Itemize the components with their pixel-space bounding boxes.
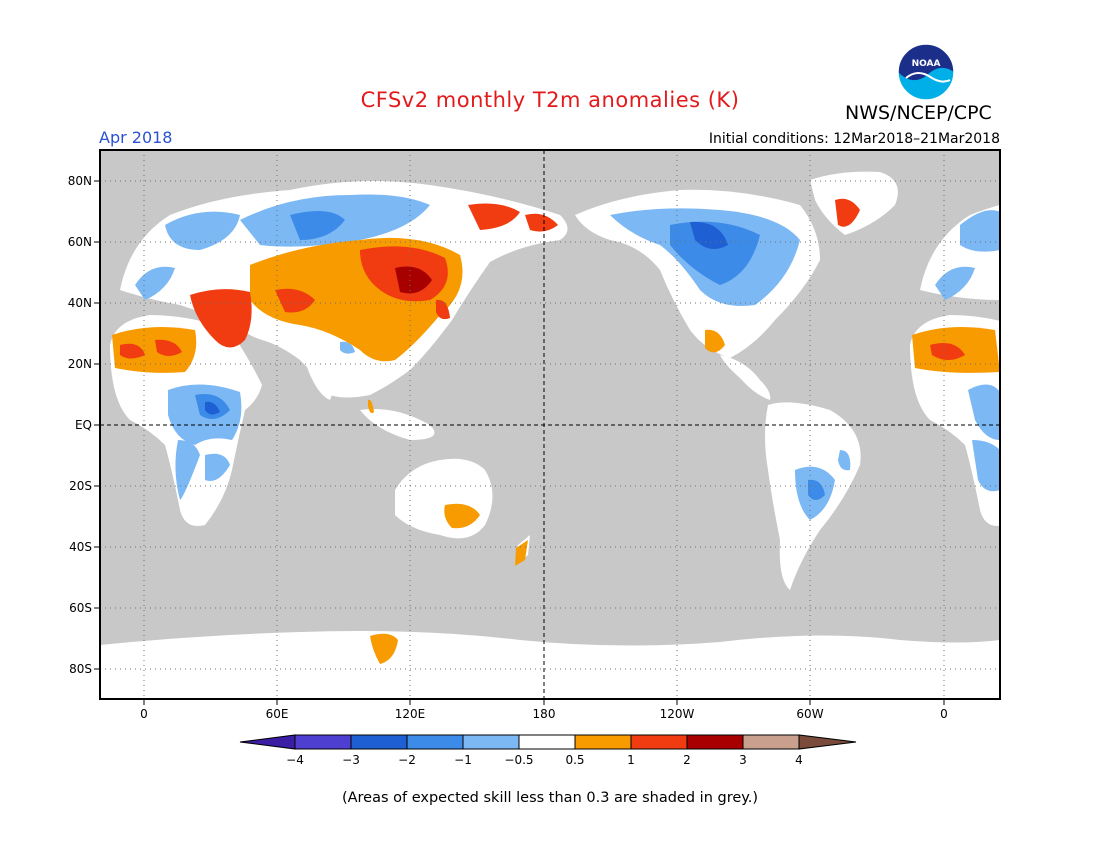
initial-conditions-label: Initial conditions: 12Mar2018–21Mar2018 bbox=[708, 131, 1000, 147]
lat-label: 40S bbox=[69, 540, 92, 554]
colorbar-segment bbox=[686, 734, 744, 750]
lon-label: 60E bbox=[266, 707, 289, 721]
valid-month-label: Apr 2018 bbox=[99, 128, 173, 147]
lat-label: 20N bbox=[68, 357, 92, 371]
lat-label: 60N bbox=[68, 235, 92, 249]
colorbar-segment bbox=[406, 734, 464, 750]
lon-label: 120W bbox=[660, 707, 695, 721]
colorbar-arrow-left bbox=[239, 734, 296, 750]
colorbar-arrow-right bbox=[798, 734, 857, 750]
colorbar-tick-label: −3 bbox=[342, 753, 360, 767]
logo-text: NOAA bbox=[912, 59, 941, 69]
map-title: CFSv2 monthly T2m anomalies (K) bbox=[360, 88, 740, 112]
lon-ticks bbox=[143, 699, 945, 705]
colorbar-tick-label: −4 bbox=[286, 753, 304, 767]
colorbar-segment bbox=[518, 734, 576, 750]
lon-label: 0 bbox=[940, 707, 948, 721]
colorbar-labels: −4 −3 −2 −1 −0.5 0.5 1 2 3 4 bbox=[286, 753, 803, 767]
colorbar-segment bbox=[574, 734, 632, 750]
colorbar bbox=[239, 734, 857, 750]
noaa-logo: NOAA bbox=[897, 43, 955, 101]
lat-ticks bbox=[94, 180, 100, 670]
graticule bbox=[100, 150, 1000, 699]
lat-label: 20S bbox=[69, 479, 92, 493]
lon-label: 120E bbox=[395, 707, 426, 721]
organization-label: NWS/NCEP/CPC bbox=[845, 102, 992, 124]
colorbar-tick-label: 2 bbox=[683, 753, 691, 767]
colorbar-tick-label: 3 bbox=[739, 753, 747, 767]
colorbar-segment bbox=[350, 734, 408, 750]
lon-label: 0 bbox=[140, 707, 148, 721]
colorbar-segment bbox=[630, 734, 688, 750]
colorbar-tick-label: −2 bbox=[398, 753, 416, 767]
colorbar-segment bbox=[742, 734, 800, 750]
skill-note: (Areas of expected skill less than 0.3 a… bbox=[341, 790, 759, 806]
lon-label: 60W bbox=[796, 707, 823, 721]
colorbar-tick-label: 1 bbox=[627, 753, 635, 767]
warm-anomaly-regions bbox=[112, 198, 1000, 664]
lat-label: 40N bbox=[68, 296, 92, 310]
colorbar-tick-label: −1 bbox=[454, 753, 472, 767]
lat-label: EQ bbox=[75, 418, 92, 432]
lat-label: 80N bbox=[68, 174, 92, 188]
colorbar-tick-label: 4 bbox=[795, 753, 803, 767]
lat-label: 60S bbox=[69, 601, 92, 615]
colorbar-segment bbox=[462, 734, 520, 750]
colorbar-segment bbox=[294, 734, 352, 750]
lon-label: 180 bbox=[533, 707, 556, 721]
lat-label: 80S bbox=[69, 662, 92, 676]
cold-anomaly-regions bbox=[135, 194, 1000, 520]
colorbar-tick-label: 0.5 bbox=[565, 753, 584, 767]
colorbar-tick-label: −0.5 bbox=[504, 753, 533, 767]
